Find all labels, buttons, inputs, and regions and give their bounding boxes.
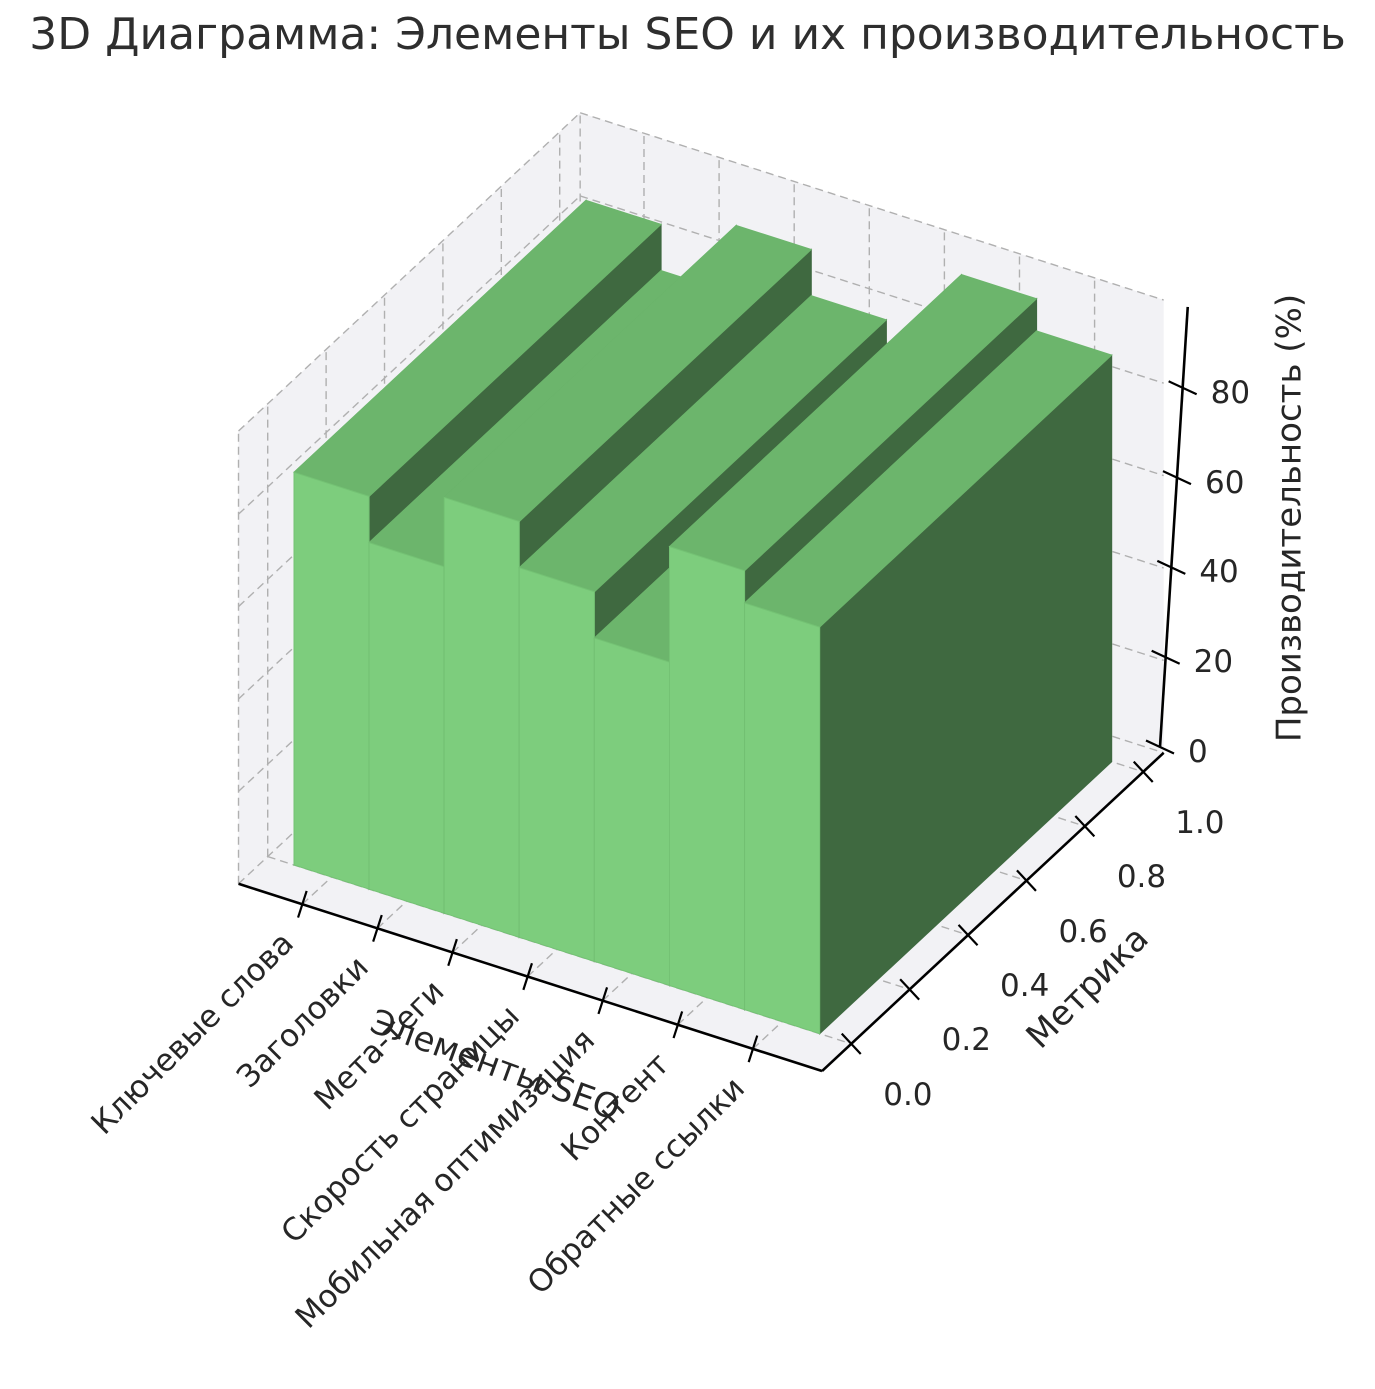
- bar-4-front-face: [593, 637, 670, 987]
- y-tick-label-1: 0.2: [941, 1022, 991, 1059]
- z-tick-label-1: 20: [1193, 644, 1234, 681]
- y-tick-label-0: 0.0: [883, 1076, 933, 1113]
- x-tick: [447, 938, 458, 967]
- x-tick: [672, 1011, 684, 1039]
- bar-6-front-face: [744, 602, 821, 1035]
- z-tick: [1168, 380, 1198, 396]
- y-tick: [1074, 815, 1096, 838]
- y-tick: [840, 1032, 862, 1055]
- x-axis-line: [238, 882, 823, 1073]
- y-tick: [1016, 869, 1037, 892]
- y-axis-line: [821, 751, 1165, 1072]
- bar-5-front-face: [669, 545, 746, 1011]
- pane-edge: [579, 112, 1164, 301]
- z-tick: [1162, 470, 1192, 486]
- z-tick: [1145, 739, 1175, 755]
- y-tick: [957, 924, 979, 946]
- bar-3-front-face: [518, 567, 595, 963]
- y-tick-label-3: 0.6: [1058, 913, 1108, 950]
- z-axis-label: Производительность (%): [1269, 293, 1310, 743]
- chart-title: 3D Диаграмма: Элементы SEO и их производ…: [29, 9, 1346, 60]
- y-tick-label-5: 1.0: [1175, 804, 1225, 841]
- z-tick-label-2: 40: [1199, 554, 1239, 591]
- x-tick: [747, 1035, 759, 1063]
- bar-0-front-face: [293, 471, 370, 890]
- y-tick: [1132, 760, 1154, 783]
- x-tick: [297, 890, 308, 918]
- z-tick-label-0: 0: [1188, 734, 1208, 770]
- bar-1-front-face: [368, 541, 445, 914]
- y-tick-label-4: 0.8: [1116, 859, 1167, 896]
- z-tick-label-3: 60: [1204, 464, 1245, 501]
- bar-2-front-face: [443, 496, 520, 938]
- z-axis-line: [1158, 306, 1190, 748]
- z-tick: [1156, 559, 1186, 575]
- x-tick: [522, 962, 533, 991]
- y-tick-label-2: 0.4: [1000, 968, 1050, 1005]
- z-tick: [1151, 649, 1181, 665]
- y-tick: [899, 978, 920, 1001]
- z-tick-label-4: 80: [1210, 374, 1251, 411]
- x-tick: [597, 987, 609, 1015]
- x-tick: [372, 914, 383, 942]
